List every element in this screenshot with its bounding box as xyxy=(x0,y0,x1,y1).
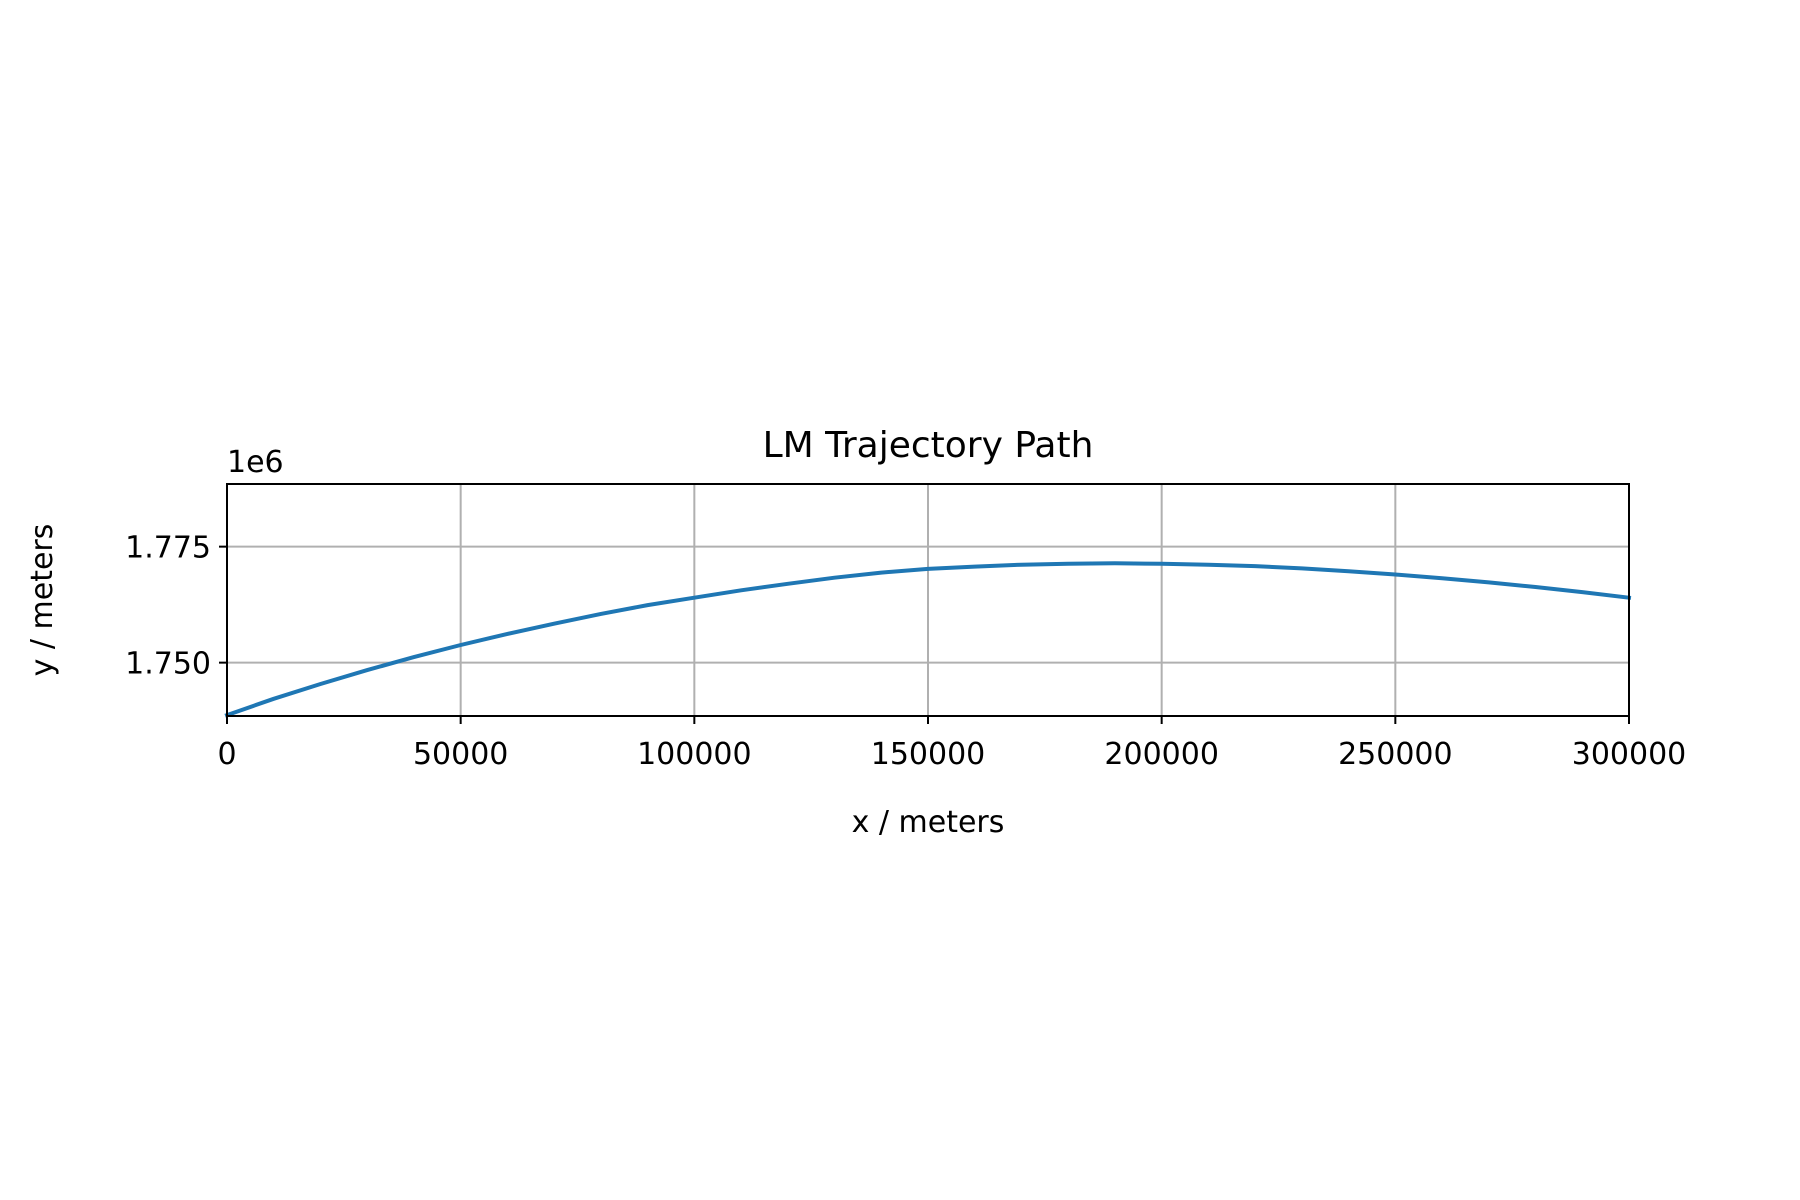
x-tick-label: 300000 xyxy=(1572,737,1687,772)
x-tick-label: 0 xyxy=(217,737,236,772)
x-tick-label: 150000 xyxy=(871,737,986,772)
x-tick-label: 50000 xyxy=(413,737,508,772)
x-tick-label: 250000 xyxy=(1338,737,1453,772)
x-axis-ticks: 0 50000 100000 150000 200000 250000 300000 xyxy=(217,716,1686,772)
y-axis-offset-label: 1e6 xyxy=(227,445,284,480)
y-axis-ticks: 1.750 1.775 xyxy=(125,531,227,682)
series-layer xyxy=(224,561,1632,718)
x-tick-label: 100000 xyxy=(637,737,752,772)
y-tick-label: 1.750 xyxy=(125,647,211,682)
chart-title: LM Trajectory Path xyxy=(763,425,1094,466)
trajectory-line xyxy=(224,561,1632,718)
grid xyxy=(226,484,1630,716)
y-tick-label: 1.775 xyxy=(125,531,211,566)
x-axis-label: x / meters xyxy=(852,805,1005,840)
y-axis-label: y / meters xyxy=(25,524,60,677)
x-tick-label: 200000 xyxy=(1104,737,1219,772)
